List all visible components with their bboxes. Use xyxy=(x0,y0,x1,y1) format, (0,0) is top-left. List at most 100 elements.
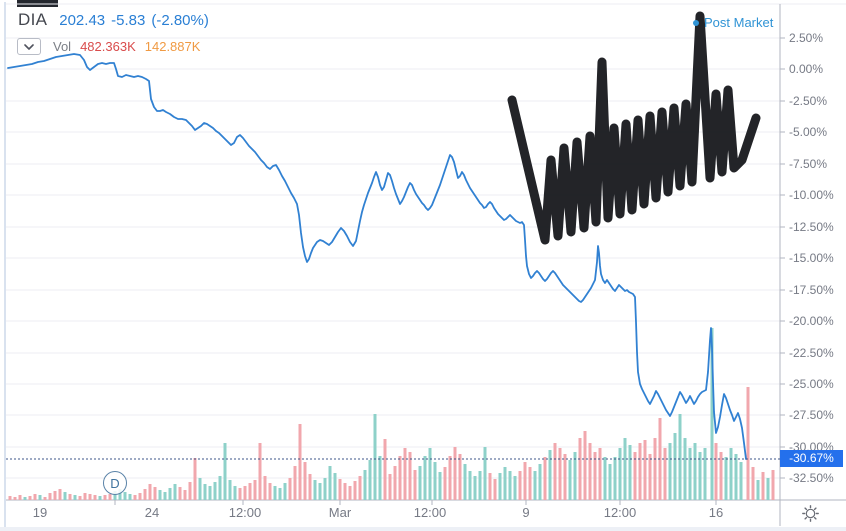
volume-bar xyxy=(128,494,132,500)
time-axis-label: 19 xyxy=(32,505,48,520)
price-axis-label: -10.00% xyxy=(789,188,834,202)
volume-bar xyxy=(603,457,607,500)
volume-bar xyxy=(538,464,542,500)
volume-bar xyxy=(258,443,262,500)
volume-bar xyxy=(193,458,197,500)
price-axis-label: 2.50% xyxy=(789,31,824,45)
volume-bar xyxy=(113,491,117,500)
volume-bar xyxy=(188,482,192,500)
volume-bar xyxy=(558,448,562,500)
volume-bar xyxy=(118,489,122,500)
price-change-percent: (-2.80%) xyxy=(151,12,209,29)
volume-bar xyxy=(658,418,662,500)
volume-bar xyxy=(751,467,755,500)
volume-bar xyxy=(153,487,157,500)
volume-bar xyxy=(573,452,577,500)
volume-bar xyxy=(683,438,687,500)
volume-bar xyxy=(223,443,227,500)
volume-bar xyxy=(348,486,352,500)
settings-button[interactable] xyxy=(798,501,822,525)
price-change: -5.83 xyxy=(111,12,146,29)
volume-bar xyxy=(203,484,207,500)
volume-bar xyxy=(273,486,277,500)
volume-bar xyxy=(283,483,287,500)
volume-bar xyxy=(373,414,377,500)
volume-value-orange: 142.887K xyxy=(144,39,201,54)
volume-bar xyxy=(593,452,597,500)
volume-bar xyxy=(318,483,322,500)
volume-bar xyxy=(358,476,362,500)
quote-values: 202.43 -5.83 (-2.80%) xyxy=(59,12,215,29)
volume-bar xyxy=(163,492,167,500)
volume-bar xyxy=(739,462,743,500)
volume-bar xyxy=(23,497,27,500)
volume-bar xyxy=(618,448,622,500)
volume-bar xyxy=(393,466,397,500)
volume-bar xyxy=(453,447,457,500)
volume-legend-row: Vol 482.363K 142.887K xyxy=(17,38,200,55)
volume-bar xyxy=(653,438,657,500)
volume-bar xyxy=(413,470,417,500)
volume-bar xyxy=(498,473,502,500)
volume-bar xyxy=(213,482,217,500)
volume-bar xyxy=(383,439,387,500)
gear-icon xyxy=(801,504,819,522)
price-axis-label: -15.00% xyxy=(789,251,834,265)
volume-bar xyxy=(523,462,527,500)
volume-bar xyxy=(378,456,382,500)
price-axis-label: -25.00% xyxy=(789,377,834,391)
symbol-name[interactable]: DIA xyxy=(18,10,48,29)
volume-bar xyxy=(333,473,337,500)
volume-bar xyxy=(771,470,775,500)
interval-badge[interactable]: D xyxy=(103,471,127,495)
volume-bar xyxy=(518,471,522,500)
volume-bar xyxy=(578,438,582,500)
signature-scribble-annotation xyxy=(507,11,761,245)
volume-bar xyxy=(698,452,702,500)
price-line-series[interactable] xyxy=(7,53,747,460)
volume-bar xyxy=(548,450,552,500)
volume-bar xyxy=(633,452,637,500)
price-axis-label: -27.50% xyxy=(789,408,834,422)
volume-bar xyxy=(458,454,462,500)
volume-bar xyxy=(238,488,242,500)
volume-bar xyxy=(268,483,272,500)
time-axis[interactable]: 19 24 12:00 Mar 12:00 9 12:00 16 xyxy=(0,500,780,527)
volume-bar xyxy=(478,471,482,500)
volume-bar xyxy=(563,454,567,500)
widget-bottom-strip xyxy=(0,527,846,531)
volume-bar xyxy=(468,471,472,500)
volume-bar xyxy=(343,483,347,500)
volume-bar xyxy=(288,478,292,500)
volume-bar xyxy=(18,495,22,500)
volume-bar xyxy=(183,490,187,500)
volume-bar xyxy=(208,486,212,500)
price-axis-label: -12.50% xyxy=(789,220,834,234)
volume-bar xyxy=(98,496,102,500)
volume-bar xyxy=(73,495,77,500)
price-axis-label: -17.50% xyxy=(789,283,834,297)
time-axis-label: 24 xyxy=(144,505,160,520)
volume-bar xyxy=(353,481,357,500)
widget-left-border xyxy=(4,2,6,528)
price-axis[interactable]: 2.50% 0.00% -2.50% -5.00% -7.50% -10.00% -12.5… xyxy=(781,0,846,500)
volume-bar xyxy=(493,479,497,500)
volume-bar xyxy=(678,414,682,500)
volume-bar xyxy=(623,438,627,500)
volume-bar xyxy=(643,440,647,500)
volume-bar xyxy=(418,466,422,500)
volume-bar xyxy=(508,471,512,500)
price-axis-label: -5.00% xyxy=(789,125,828,139)
chevron-down-icon xyxy=(24,43,34,50)
price-axis-label: -7.50% xyxy=(789,157,828,171)
volume-bar xyxy=(724,457,728,500)
volume-bar xyxy=(543,457,547,500)
volume-bar xyxy=(303,462,307,500)
volume-bar xyxy=(710,328,714,500)
legend-collapse-button[interactable] xyxy=(17,38,41,55)
volume-bar xyxy=(253,480,257,500)
volume-bar xyxy=(328,466,332,500)
volume-bar xyxy=(178,487,182,500)
